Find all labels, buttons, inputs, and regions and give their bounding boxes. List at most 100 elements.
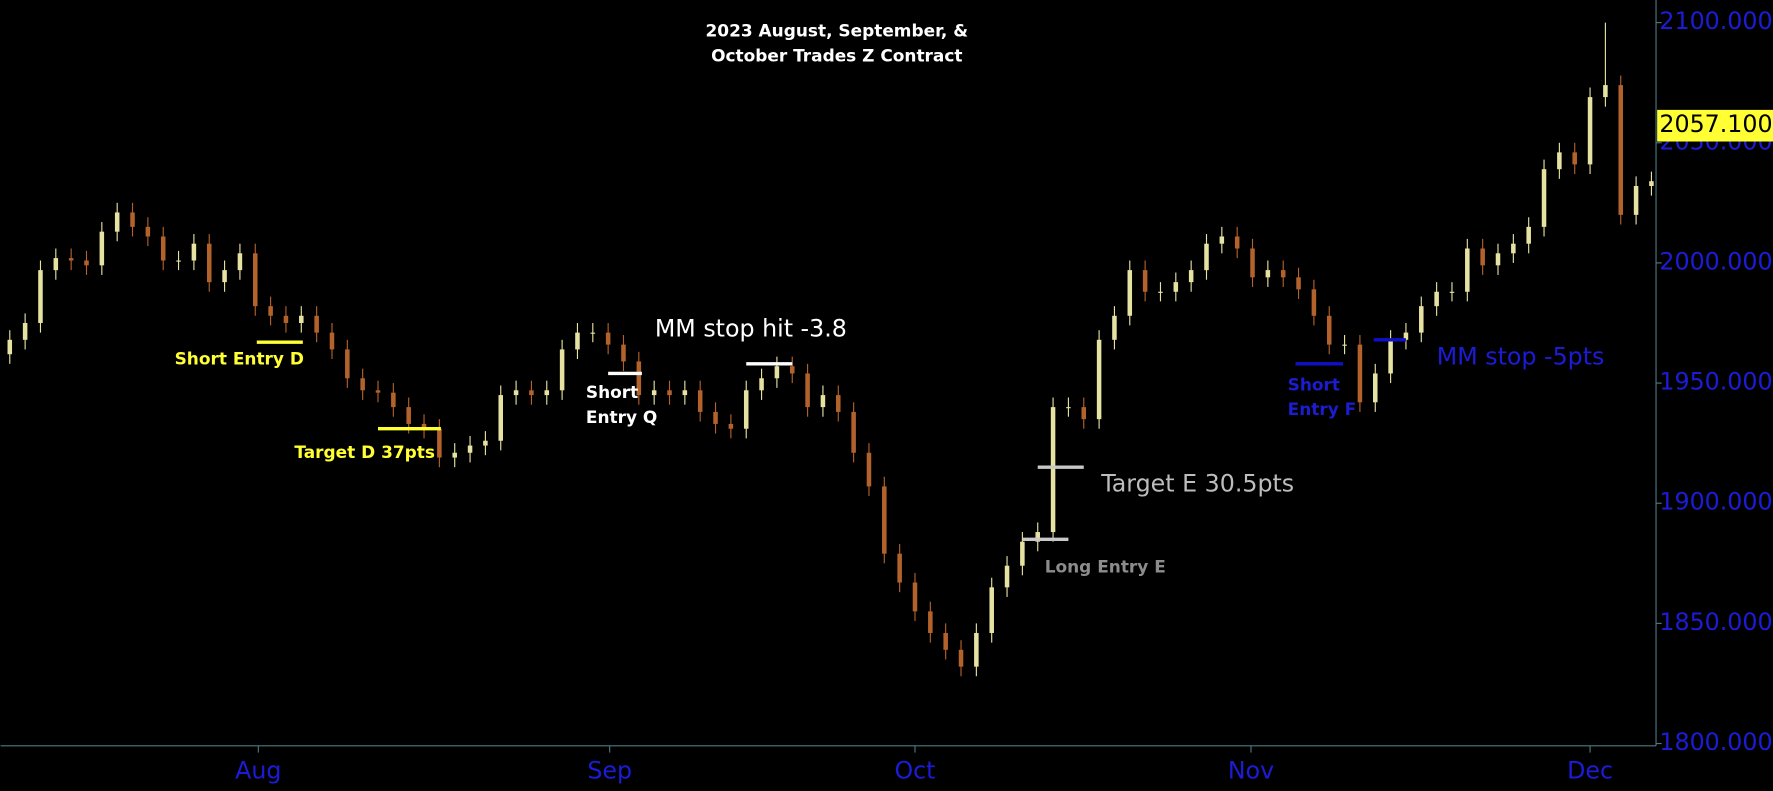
- candle-body: [1342, 344, 1347, 346]
- candle-body: [682, 390, 688, 396]
- candle-body: [467, 445, 473, 453]
- candle-body: [866, 452, 872, 487]
- candle-body: [160, 236, 166, 261]
- candle-body: [882, 486, 887, 554]
- candle-body: [1357, 344, 1363, 403]
- candle-body: [820, 395, 826, 408]
- candle-body: [575, 332, 580, 350]
- candle-body: [1311, 289, 1317, 316]
- candle-body: [559, 349, 565, 391]
- last-price-box: [1657, 109, 1773, 142]
- candle-body: [391, 392, 396, 408]
- y-tick-label: 1800.000: [1659, 728, 1772, 756]
- candle-body: [114, 212, 120, 232]
- candle-body: [636, 361, 642, 396]
- candle-body: [222, 270, 227, 283]
- candle-body: [1096, 339, 1102, 420]
- candle-body: [958, 649, 964, 667]
- annotation: Short: [586, 382, 638, 402]
- candle-body: [1004, 565, 1010, 588]
- candle-body: [1434, 291, 1439, 307]
- candle-body: [437, 428, 442, 458]
- candle-body: [176, 260, 181, 262]
- candle-body: [375, 390, 381, 393]
- candle-body: [605, 332, 611, 345]
- candle-body: [713, 411, 718, 424]
- annotation: Short: [1288, 374, 1340, 394]
- candle-body: [1633, 186, 1639, 215]
- candle-body: [774, 366, 780, 379]
- candle-body: [1603, 85, 1608, 98]
- candle-body: [268, 306, 273, 316]
- candle-body: [299, 315, 304, 323]
- x-tick-label: Aug: [235, 756, 281, 784]
- candle-body: [1142, 270, 1148, 292]
- chart-title: 2023 August, September, &: [706, 21, 969, 41]
- candle-body: [1465, 248, 1470, 292]
- candle-body: [191, 243, 197, 261]
- candle-body: [84, 260, 89, 266]
- candle-body: [1296, 277, 1301, 290]
- candle-body: [728, 423, 734, 429]
- x-tick-label: Oct: [894, 756, 935, 784]
- candle-body: [237, 253, 243, 271]
- candle-body: [1081, 407, 1087, 420]
- candle-body: [7, 339, 13, 355]
- y-tick-label: 1950.000: [1659, 368, 1772, 396]
- candle-body: [360, 378, 365, 391]
- candle-body: [452, 452, 457, 458]
- candle-body: [1388, 339, 1393, 374]
- candle-body: [1265, 270, 1271, 278]
- annotation: Target D 37pts: [294, 442, 435, 462]
- candle-body: [1204, 243, 1209, 271]
- candle-body: [22, 322, 28, 340]
- candle-body: [1480, 248, 1485, 266]
- candle-body: [590, 332, 596, 334]
- candle-body: [406, 407, 411, 424]
- candle-body: [99, 231, 105, 266]
- annotation: Short Entry D: [175, 348, 304, 368]
- y-tick-label: 2100.000: [1659, 7, 1772, 35]
- candle-body: [1449, 291, 1455, 293]
- candle-body: [1158, 291, 1163, 293]
- candle-body: [1557, 152, 1562, 170]
- candle-body: [1234, 236, 1240, 249]
- candle-body: [498, 395, 504, 441]
- candle-body: [851, 411, 856, 453]
- y-tick-label: 1900.000: [1659, 488, 1772, 516]
- x-tick-label: Nov: [1228, 756, 1274, 784]
- candle-body: [130, 212, 135, 227]
- annotation: Target E 30.5pts: [1100, 469, 1294, 497]
- candle-body: [1649, 181, 1654, 187]
- candle-body: [1035, 532, 1040, 542]
- candle-body: [1373, 373, 1378, 403]
- last-price-label: 2057.1000: [1659, 110, 1773, 138]
- candle-body: [943, 632, 948, 650]
- candle-body: [329, 332, 335, 350]
- y-tick-label: 2000.000: [1659, 247, 1772, 275]
- candle-body: [345, 349, 350, 379]
- x-tick-label: Sep: [587, 756, 632, 784]
- candle-body: [145, 226, 151, 237]
- candle-body: [1419, 306, 1424, 333]
- candle-body: [253, 253, 258, 307]
- candle-body: [1280, 270, 1286, 278]
- candle-body: [1188, 270, 1194, 283]
- candle-body: [1403, 332, 1409, 340]
- candle-body: [1541, 169, 1547, 227]
- candle-body: [928, 611, 933, 633]
- candle-body: [1572, 152, 1577, 165]
- chart-title: October Trades Z Contract: [711, 46, 962, 66]
- candle-body: [1173, 282, 1179, 292]
- candle-body: [974, 632, 979, 667]
- candle-body: [651, 390, 657, 396]
- candle-body: [1618, 85, 1624, 215]
- candle-body: [206, 243, 212, 283]
- candle-body: [1526, 226, 1531, 244]
- candle-body: [697, 390, 703, 412]
- candle-body: [1066, 407, 1071, 409]
- candle-body: [836, 395, 841, 412]
- annotation: Entry Q: [586, 407, 657, 427]
